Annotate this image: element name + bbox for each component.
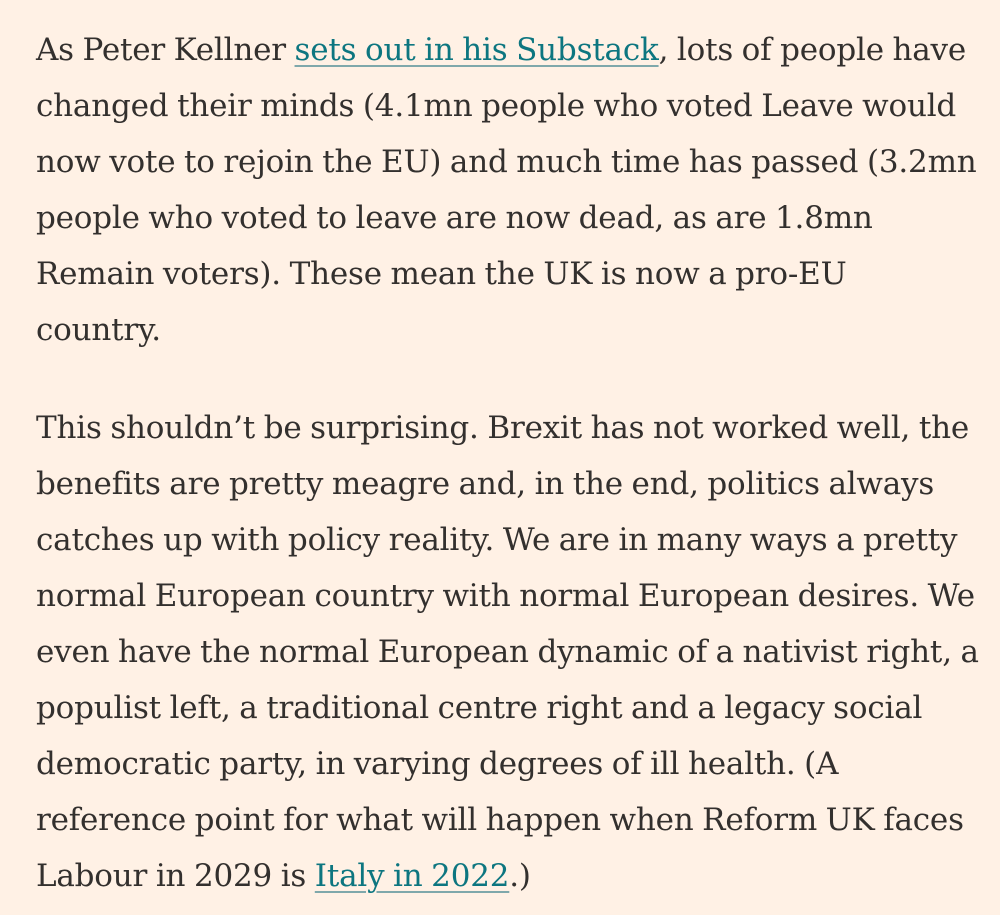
paragraph-1: As Peter Kellner sets out in his Substac…	[36, 22, 980, 358]
italy-2022-link[interactable]: Italy in 2022	[314, 858, 510, 894]
paragraph-2: This shouldn’t be surprising. Brexit has…	[36, 400, 980, 904]
substack-link[interactable]: sets out in his Substack	[294, 32, 659, 68]
paragraph-1-text-after-link: , lots of people have changed their mind…	[36, 32, 977, 348]
paragraph-1-text-before-link: As Peter Kellner	[36, 32, 295, 68]
paragraph-2-text-after-link: .)	[509, 858, 531, 894]
paragraph-2-text-before-link: This shouldn’t be surprising. Brexit has…	[36, 410, 979, 894]
